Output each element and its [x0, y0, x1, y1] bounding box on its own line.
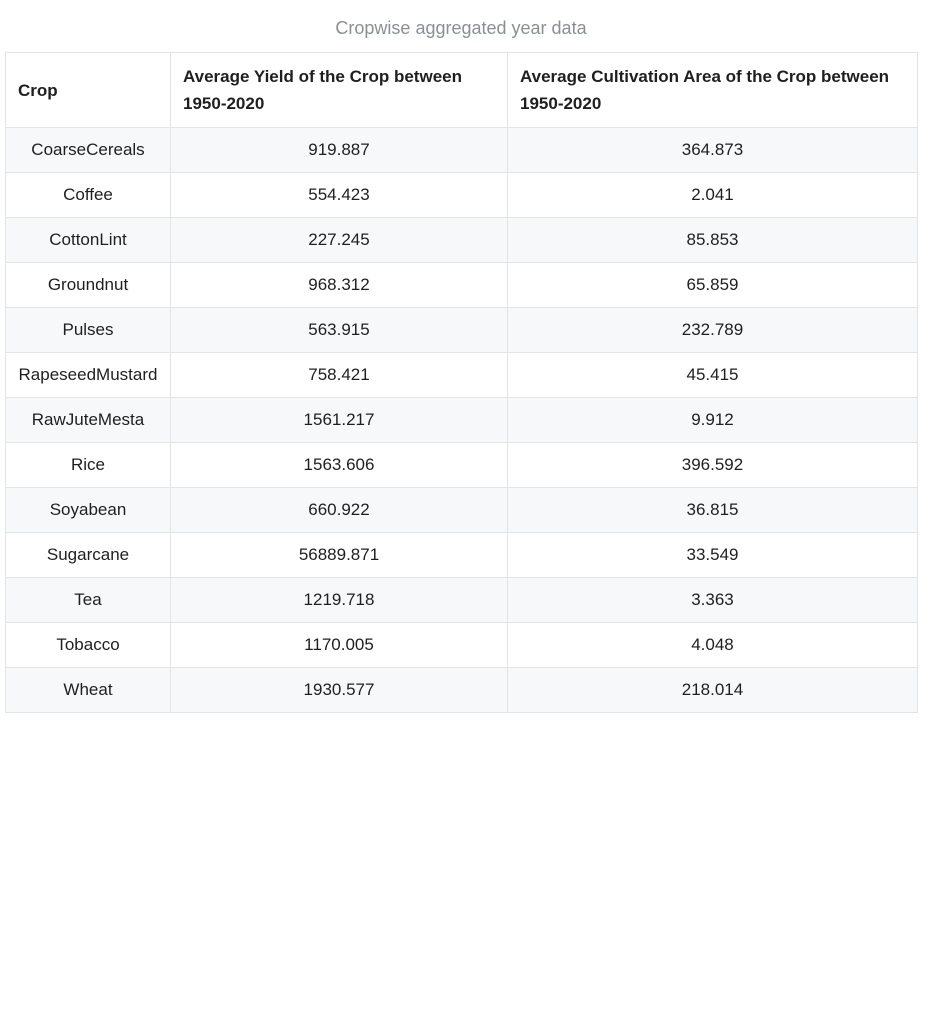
yield-cell: 1561.217 [170, 397, 508, 443]
yield-cell: 660.922 [170, 487, 508, 533]
crop-cell: Coffee [5, 172, 171, 218]
area-cell: 33.549 [507, 532, 918, 578]
header-row: Crop Average Yield of the Crop between 1… [5, 52, 918, 128]
area-cell: 232.789 [507, 307, 918, 353]
area-cell: 65.859 [507, 262, 918, 308]
crop-cell: RawJuteMesta [5, 397, 171, 443]
table-row: RawJuteMesta 1561.217 9.912 [5, 397, 918, 443]
crop-cell: CoarseCereals [5, 127, 171, 173]
crop-cell: Wheat [5, 667, 171, 713]
area-cell: 364.873 [507, 127, 918, 173]
yield-cell: 563.915 [170, 307, 508, 353]
area-cell: 4.048 [507, 622, 918, 668]
table-row: Tea 1219.718 3.363 [5, 577, 918, 623]
crop-cell: Soyabean [5, 487, 171, 533]
yield-cell: 1219.718 [170, 577, 508, 623]
area-cell: 218.014 [507, 667, 918, 713]
area-cell: 3.363 [507, 577, 918, 623]
crop-cell: Sugarcane [5, 532, 171, 578]
area-cell: 45.415 [507, 352, 918, 398]
column-header-average-cultivation-area: Average Cultivation Area of the Crop bet… [507, 52, 918, 128]
table-row: Tobacco 1170.005 4.048 [5, 622, 918, 668]
yield-cell: 919.887 [170, 127, 508, 173]
table-row: CoarseCereals 919.887 364.873 [5, 127, 918, 173]
table-caption: Cropwise aggregated year data [335, 18, 587, 38]
table-row: Wheat 1930.577 218.014 [5, 667, 918, 713]
table-row: Sugarcane 56889.871 33.549 [5, 532, 918, 578]
column-header-crop: Crop [5, 52, 171, 128]
yield-cell: 554.423 [170, 172, 508, 218]
table-row: Groundnut 968.312 65.859 [5, 262, 918, 308]
area-cell: 9.912 [507, 397, 918, 443]
table-row: Coffee 554.423 2.041 [5, 172, 918, 218]
area-cell: 85.853 [507, 217, 918, 263]
column-header-average-yield: Average Yield of the Crop between 1950-2… [170, 52, 508, 128]
crop-cell: Groundnut [5, 262, 171, 308]
area-cell: 36.815 [507, 487, 918, 533]
table-row: Pulses 563.915 232.789 [5, 307, 918, 353]
area-cell: 2.041 [507, 172, 918, 218]
yield-cell: 56889.871 [170, 532, 508, 578]
yield-cell: 1563.606 [170, 442, 508, 488]
crop-cell: Tobacco [5, 622, 171, 668]
yield-cell: 968.312 [170, 262, 508, 308]
area-cell: 396.592 [507, 442, 918, 488]
table-row: RapeseedMustard 758.421 45.415 [5, 352, 918, 398]
crop-cell: CottonLint [5, 217, 171, 263]
yield-cell: 758.421 [170, 352, 508, 398]
crop-data-table: Crop Average Yield of the Crop between 1… [5, 52, 918, 713]
crop-cell: RapeseedMustard [5, 352, 171, 398]
crop-cell: Rice [5, 442, 171, 488]
crop-cell: Tea [5, 577, 171, 623]
table-row: Soyabean 660.922 36.815 [5, 487, 918, 533]
table-row: Rice 1563.606 396.592 [5, 442, 918, 488]
yield-cell: 1170.005 [170, 622, 508, 668]
table-row: CottonLint 227.245 85.853 [5, 217, 918, 263]
crop-cell: Pulses [5, 307, 171, 353]
yield-cell: 1930.577 [170, 667, 508, 713]
yield-cell: 227.245 [170, 217, 508, 263]
